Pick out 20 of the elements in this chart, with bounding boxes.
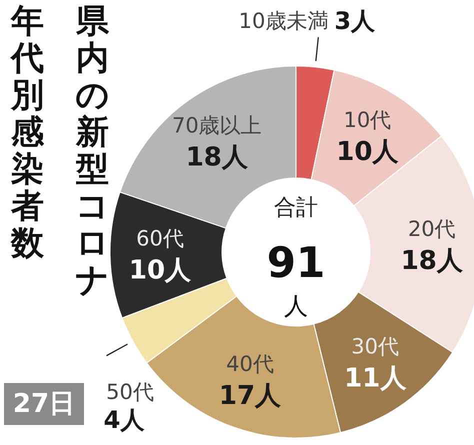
data-label: 17人 (218, 380, 282, 411)
text: 91人 (266, 238, 326, 320)
data-label: 10人 (336, 137, 400, 168)
text: 27日 (12, 389, 76, 419)
text: 合計 (274, 196, 318, 220)
chart-title: 県内の新型コロナ年代別感染者数 (11, 1, 110, 299)
slice-label: 10代 (343, 108, 392, 132)
data-label: 11人 (344, 364, 408, 394)
slice-label: 70歳以上 (172, 113, 262, 138)
data-label: 3人 (334, 7, 376, 36)
slice-label: 30代 (351, 334, 400, 359)
slice-label: 50代 (106, 380, 154, 404)
slice-label: 10歳未満 (238, 9, 328, 34)
data-label: 10人 (128, 255, 192, 286)
slice-label: 60代 (136, 226, 184, 250)
slice-label: 20代 (408, 216, 456, 241)
data-label: 4人 (104, 406, 146, 434)
data-label: 18人 (186, 142, 249, 172)
data-label: 18人 (400, 246, 464, 276)
slice-label: 40代 (226, 352, 274, 376)
